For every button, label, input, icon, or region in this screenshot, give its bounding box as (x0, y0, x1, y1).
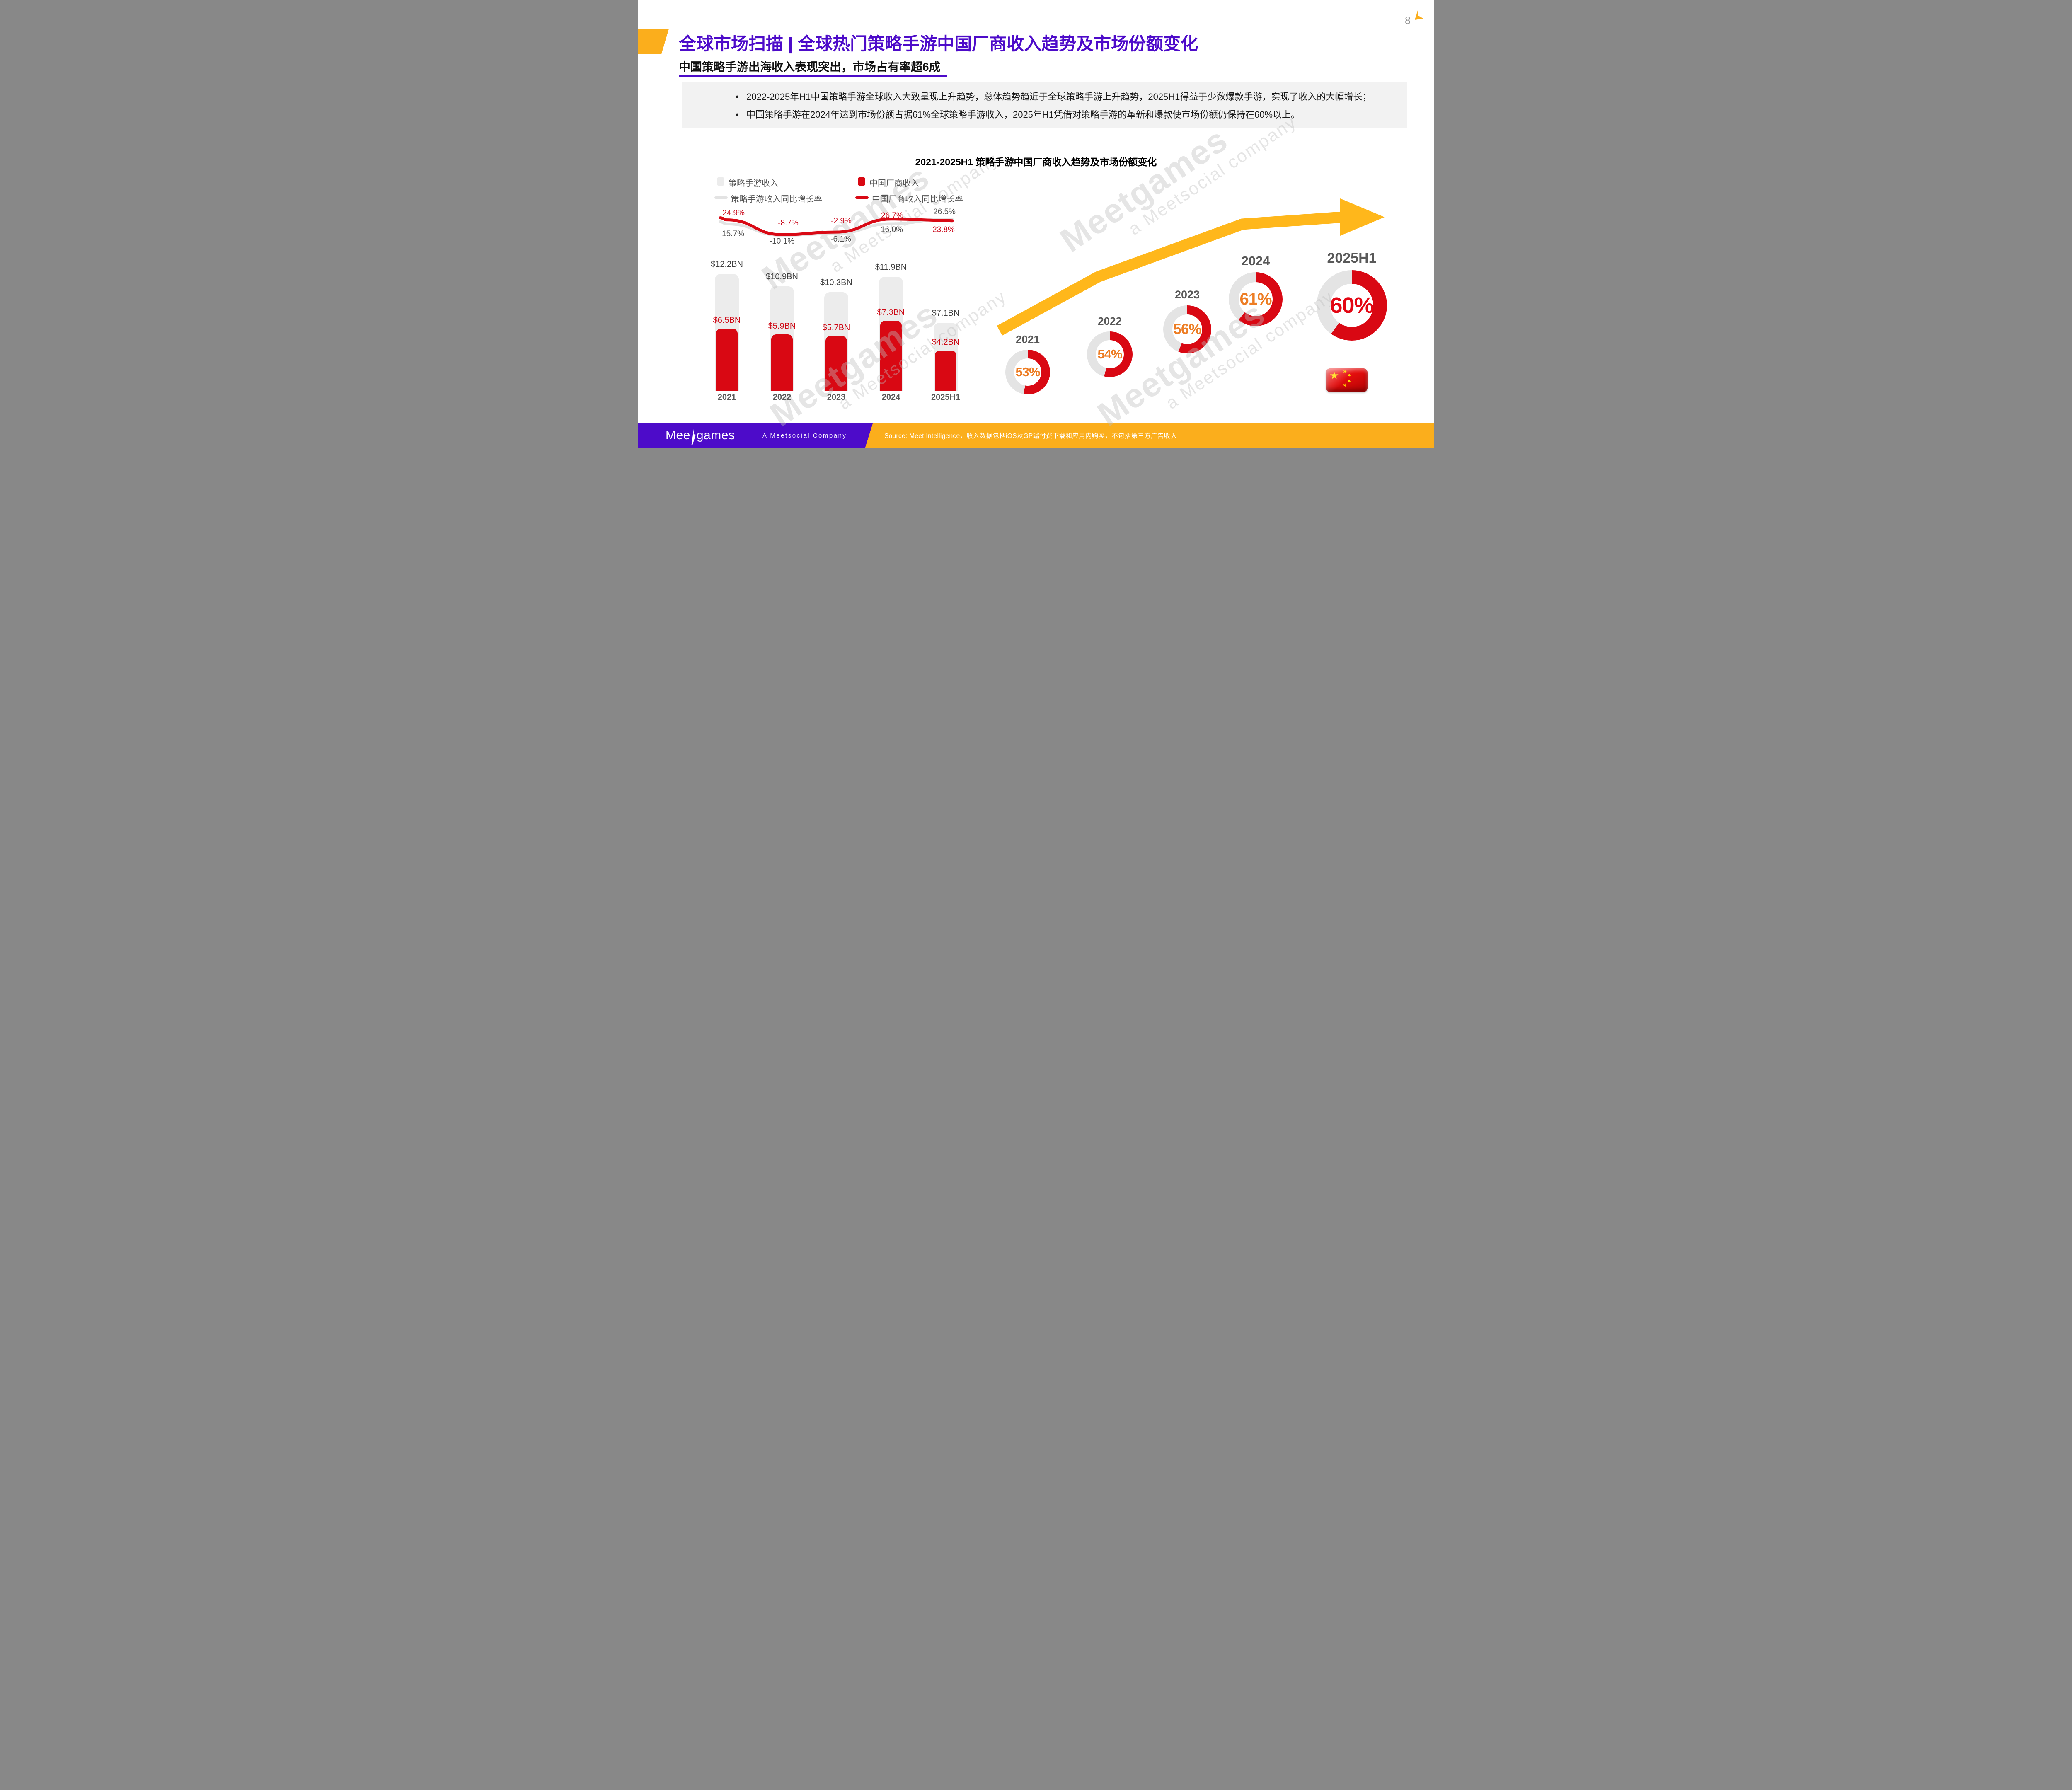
bullet-text: 中国策略手游在2024年达到市场份额占据61%全球策略手游收入，2025年H1凭… (746, 109, 1300, 120)
market-share-donut: 61% (1229, 272, 1283, 326)
subtitle-underline (679, 75, 947, 77)
bullet-dot: • (736, 92, 739, 102)
donut-hole: 54% (1096, 340, 1124, 368)
market-share-donut: 53% (1005, 350, 1050, 394)
donut-year-label: 2024 (1241, 254, 1270, 268)
slide: 全球市场扫描 | 全球热门策略手游中国厂商收入趋势及市场份额变化 中国策略手游出… (638, 0, 1434, 448)
donut-year-label: 2022 (1098, 315, 1122, 327)
chart-layer: ★ ★ ★ ★ ★ 53% 2021 54% 2022 56% 2023 61% 2024 60… (638, 0, 1434, 448)
donut-hole: 53% (1014, 358, 1041, 386)
donut-year-label: 2025H1 (1327, 250, 1377, 266)
donut-hole: 61% (1239, 282, 1273, 316)
chart-title: 2021-2025H1 策略手游中国厂商收入趋势及市场份额变化 (915, 157, 1157, 167)
china-revenue-bar (771, 334, 793, 391)
market-share-donut: 54% (1087, 331, 1133, 377)
logo-bolt-icon (691, 428, 696, 445)
logo-text-left: Mee (666, 428, 690, 442)
market-share-donut: 60% (1317, 270, 1387, 341)
donut-year-label: 2021 (1016, 333, 1040, 346)
bullet-item: • 2022-2025年H1中国策略手游全球收入大致呈现上升趋势，总体趋势趋近于全… (736, 90, 1371, 103)
bullet-text: 2022-2025年H1中国策略手游全球收入大致呈现上升趋势，总体趋势趋近于全球… (746, 92, 1372, 102)
footer-purple-band (638, 423, 873, 448)
china-revenue-bar (880, 321, 902, 391)
donut-percent-label: 53% (1015, 365, 1040, 379)
donut-percent-label: 61% (1239, 290, 1272, 308)
page-number: 8 (1405, 15, 1411, 27)
footer-company: A Meetsocial Company (762, 432, 847, 439)
china-revenue-bar (935, 350, 956, 391)
china-revenue-bar (716, 328, 738, 391)
donut-hole: 60% (1330, 284, 1374, 327)
market-share-donut: 56% (1163, 305, 1211, 353)
summary-box: • 2022-2025年H1中国策略手游全球收入大致呈现上升趋势，总体趋势趋近于全… (682, 82, 1407, 128)
bullet-item: • 中国策略手游在2024年达到市场份额占据61%全球策略手游收入，2025年H1… (736, 107, 1300, 121)
star-icon: ★ (1329, 370, 1339, 381)
meetgames-bolt-icon (1415, 9, 1423, 20)
logo-text-right: games (696, 428, 735, 442)
donut-hole: 56% (1172, 314, 1202, 344)
china-flag-icon: ★ ★ ★ ★ ★ (1326, 368, 1368, 392)
bullet-dot: • (736, 109, 739, 120)
donut-percent-label: 56% (1173, 321, 1201, 337)
page-subtitle: 中国策略手游出海收入表现突出，市场占有率超6成 (679, 60, 941, 73)
donut-percent-label: 60% (1330, 293, 1374, 318)
page-title: 全球市场扫描 | 全球热门策略手游中国厂商收入趋势及市场份额变化 (679, 34, 1198, 53)
donut-year-label: 2023 (1174, 288, 1200, 301)
footer-source: Source: Meet Intelligence，收入数据包括iOS及GP端付… (884, 433, 1177, 440)
china-revenue-bar (825, 336, 847, 391)
flag-gloss (1326, 368, 1368, 392)
donut-percent-label: 54% (1097, 347, 1122, 361)
meetgames-logo: Mee games (666, 423, 735, 448)
